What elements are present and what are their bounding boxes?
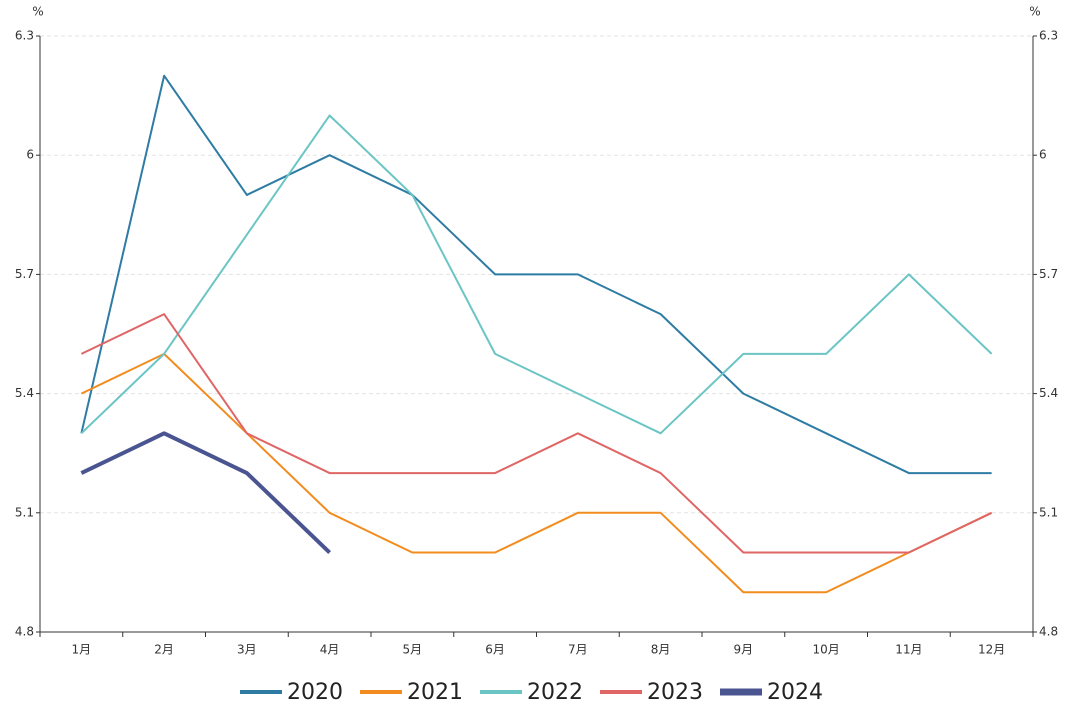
y-tick-label: 5.1 xyxy=(15,505,34,519)
legend-label: 2023 xyxy=(647,680,703,705)
y-tick-label: 6 xyxy=(26,148,34,162)
x-tick-label: 6月 xyxy=(485,643,505,657)
y-tick-label: 4.8 xyxy=(15,625,34,639)
x-tick-label: 5月 xyxy=(403,643,423,657)
legend-label: 2020 xyxy=(287,680,343,705)
x-tick-label: 11月 xyxy=(895,643,922,657)
y2-tick-label: 5.1 xyxy=(1039,505,1058,519)
y2-axis-unit: % xyxy=(1029,5,1040,19)
y-tick-label: 5.7 xyxy=(15,267,34,281)
y2-tick-label: 5.7 xyxy=(1039,267,1058,281)
series-line xyxy=(80,114,993,435)
y-tick-label: 6.3 xyxy=(15,29,34,43)
y2-tick-label: 6 xyxy=(1039,148,1047,162)
series-line xyxy=(80,352,993,594)
x-tick-label: 4月 xyxy=(320,643,340,657)
legend-label: 2022 xyxy=(527,680,583,705)
x-tick-label: 8月 xyxy=(651,643,671,657)
y-axis-unit: % xyxy=(32,5,43,19)
x-tick-label: 9月 xyxy=(734,643,754,657)
x-tick-label: 7月 xyxy=(568,643,588,657)
series-line xyxy=(80,74,992,475)
series-line xyxy=(80,313,993,554)
x-tick-label: 1月 xyxy=(72,643,92,657)
x-tick-label: 3月 xyxy=(237,643,257,657)
x-tick-label: 2月 xyxy=(154,643,174,657)
x-tick-label: 12月 xyxy=(978,643,1005,657)
y-tick-label: 5.4 xyxy=(15,386,34,400)
y2-tick-label: 5.4 xyxy=(1039,386,1058,400)
legend-label: 2024 xyxy=(767,680,823,705)
legend-label: 2021 xyxy=(407,680,463,705)
series-line xyxy=(80,431,332,554)
x-tick-label: 10月 xyxy=(812,643,839,657)
y2-tick-label: 4.8 xyxy=(1039,625,1058,639)
y2-tick-label: 6.3 xyxy=(1039,29,1058,43)
